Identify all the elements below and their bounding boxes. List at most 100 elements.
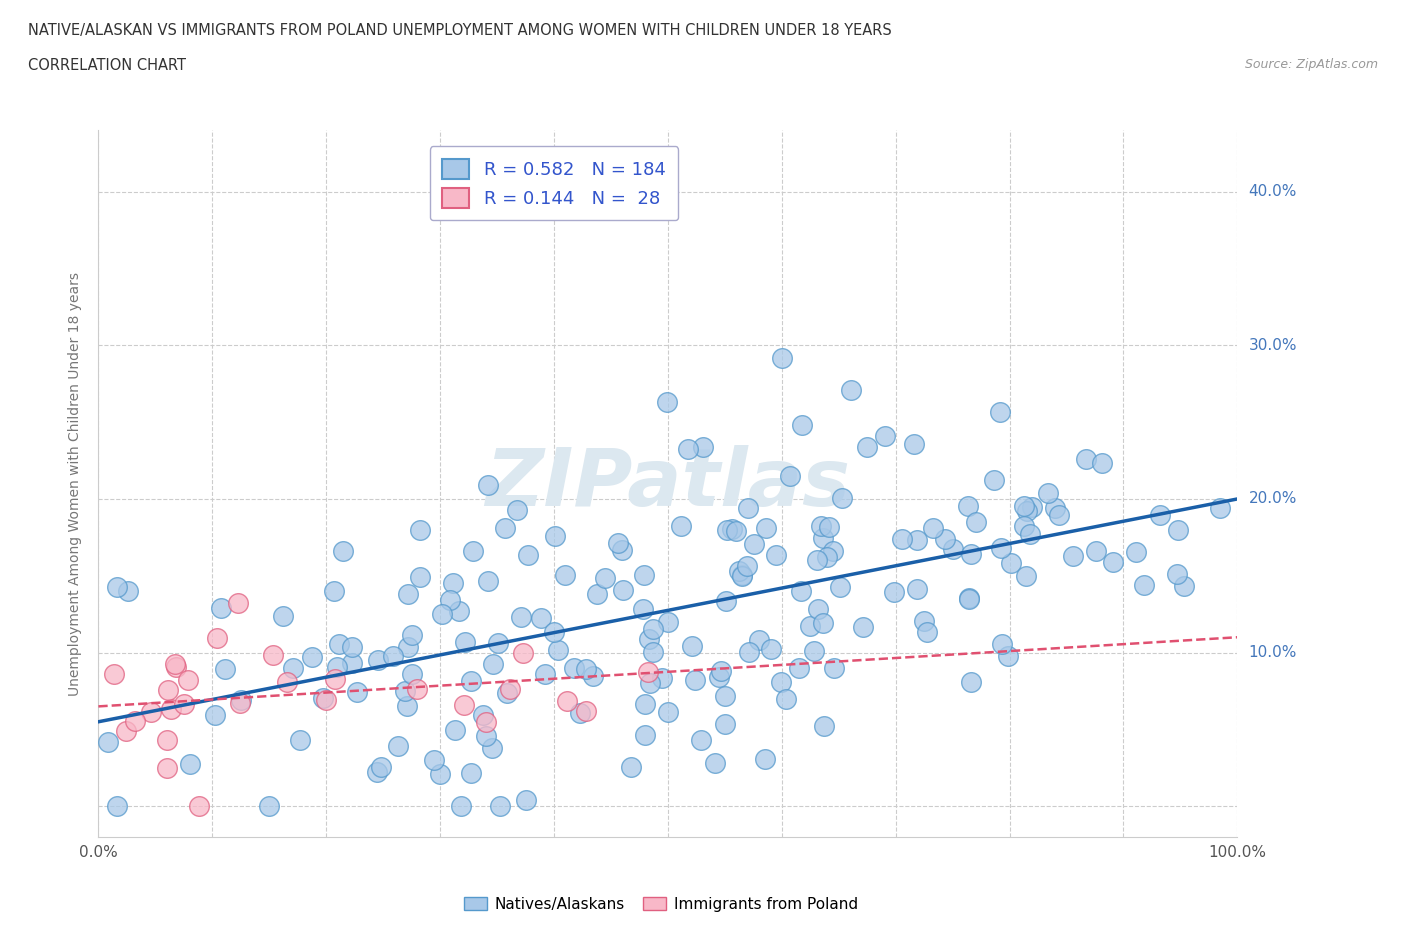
Point — [288, 733, 311, 748]
Point — [676, 441, 699, 456]
Point — [957, 591, 980, 606]
Point — [97, 735, 120, 750]
Point — [637, 665, 659, 680]
Point — [179, 757, 201, 772]
Point — [1167, 523, 1189, 538]
Point — [641, 644, 664, 659]
Point — [534, 667, 557, 682]
Point — [276, 675, 298, 690]
Point — [187, 799, 209, 814]
Point — [823, 661, 845, 676]
Point — [262, 647, 284, 662]
Point — [912, 614, 935, 629]
Point — [515, 792, 537, 807]
Point — [461, 543, 484, 558]
Legend: Natives/Alaskans, Immigrants from Poland: Natives/Alaskans, Immigrants from Poland — [458, 890, 863, 918]
Point — [494, 520, 516, 535]
Y-axis label: Unemployment Among Women with Children Under 18 years: Unemployment Among Women with Children U… — [67, 272, 82, 696]
Point — [769, 674, 792, 689]
Point — [915, 625, 938, 640]
Point — [957, 498, 980, 513]
Point — [156, 733, 179, 748]
Point — [1012, 498, 1035, 513]
Point — [737, 500, 759, 515]
Point — [315, 693, 337, 708]
Point — [990, 540, 1012, 555]
Text: 40.0%: 40.0% — [1249, 184, 1296, 199]
Text: ZIPatlas: ZIPatlas — [485, 445, 851, 523]
Point — [789, 583, 811, 598]
Point — [512, 646, 534, 661]
Point — [990, 636, 1012, 651]
Point — [382, 648, 405, 663]
Point — [115, 724, 138, 739]
Point — [429, 767, 451, 782]
Point — [683, 672, 706, 687]
Point — [810, 518, 832, 533]
Point — [657, 615, 679, 630]
Point — [370, 760, 392, 775]
Point — [714, 594, 737, 609]
Point — [474, 715, 496, 730]
Point — [643, 622, 665, 637]
Point — [1125, 544, 1147, 559]
Point — [229, 696, 252, 711]
Point — [821, 543, 844, 558]
Point — [165, 659, 187, 674]
Point — [124, 714, 146, 729]
Point — [439, 592, 461, 607]
Point — [342, 640, 364, 655]
Point — [942, 541, 965, 556]
Point — [323, 583, 346, 598]
Point — [905, 581, 928, 596]
Point — [346, 684, 368, 699]
Point — [988, 405, 1011, 419]
Point — [657, 704, 679, 719]
Text: Source: ZipAtlas.com: Source: ZipAtlas.com — [1244, 58, 1378, 71]
Point — [828, 579, 851, 594]
Point — [735, 559, 758, 574]
Point — [738, 644, 761, 659]
Point — [482, 656, 505, 671]
Point — [965, 515, 987, 530]
Point — [681, 639, 703, 654]
Point — [731, 568, 754, 583]
Point — [692, 440, 714, 455]
Point — [728, 564, 751, 578]
Point — [325, 660, 347, 675]
Point — [495, 685, 517, 700]
Text: NATIVE/ALASKAN VS IMMIGRANTS FROM POLAND UNEMPLOYMENT AMONG WOMEN WITH CHILDREN : NATIVE/ALASKAN VS IMMIGRANTS FROM POLAND… — [28, 23, 891, 38]
Point — [214, 661, 236, 676]
Point — [103, 667, 125, 682]
Point — [396, 587, 419, 602]
Point — [807, 602, 830, 617]
Point — [770, 351, 793, 365]
Point — [312, 690, 335, 705]
Point — [1091, 456, 1114, 471]
Point — [612, 542, 634, 557]
Point — [595, 571, 617, 586]
Point — [713, 717, 735, 732]
Point — [481, 740, 503, 755]
Point — [959, 675, 981, 690]
Point — [856, 440, 879, 455]
Point — [453, 698, 475, 713]
Point — [163, 657, 186, 671]
Point — [883, 585, 905, 600]
Point — [905, 532, 928, 547]
Point — [839, 382, 862, 397]
Point — [983, 472, 1005, 487]
Point — [409, 569, 432, 584]
Point — [444, 723, 467, 737]
Point — [173, 697, 195, 711]
Point — [574, 661, 596, 676]
Point — [401, 628, 423, 643]
Point — [105, 579, 128, 594]
Point — [1166, 567, 1188, 582]
Point — [1021, 499, 1043, 514]
Point — [754, 752, 776, 767]
Point — [105, 799, 128, 814]
Point — [1043, 500, 1066, 515]
Point — [720, 522, 742, 537]
Point — [562, 661, 585, 676]
